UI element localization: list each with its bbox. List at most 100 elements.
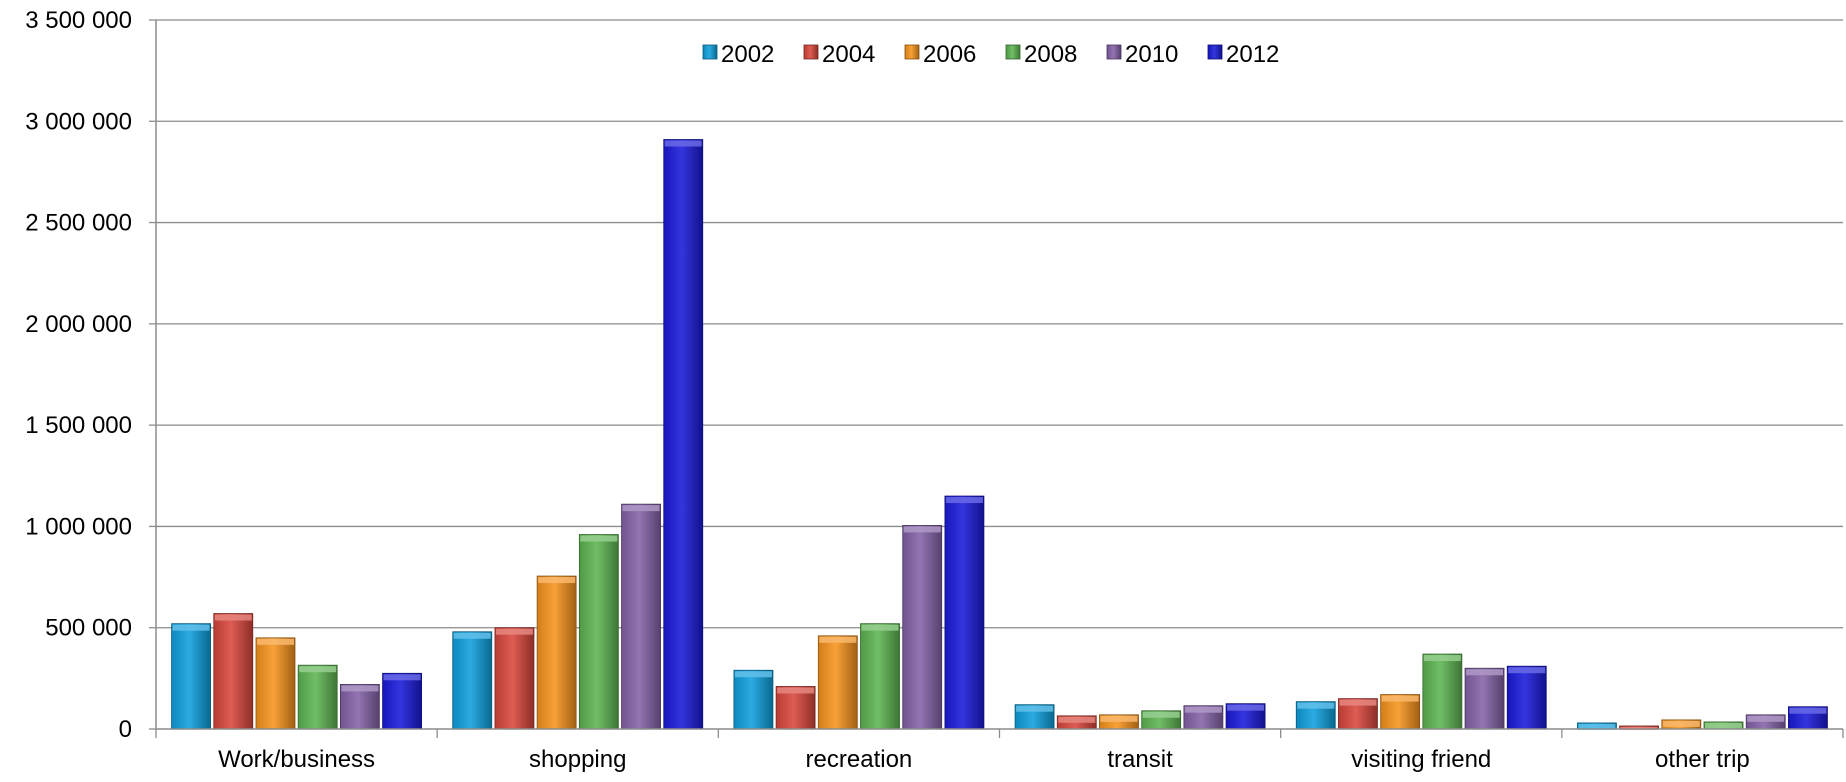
bar-cap [1339,699,1377,706]
bar-cap [1184,706,1222,713]
legend: 2002 2004 2006 2008 2010 2012 [702,41,1279,68]
bar-cap [1016,705,1054,712]
bar-cap [734,671,772,678]
bar [1703,721,1744,730]
bar-body [775,686,816,730]
bar [733,669,774,730]
bar [1056,715,1097,730]
y-tick-label: 3 500 000 [25,7,132,34]
bar-cap [453,632,491,639]
bar-cap [1423,655,1461,662]
bar [1745,714,1786,730]
bar [494,627,535,730]
bar-body [578,534,619,730]
bar-cap [299,666,337,673]
bar-cap [1747,715,1785,722]
bar-body [494,627,535,730]
bar [255,637,296,730]
bar-body [255,637,296,730]
bar [339,684,380,730]
legend-swatch [1207,44,1223,60]
legend-item: 2010 [1106,41,1178,68]
bar-body [621,503,661,730]
y-tick-label: 2 500 000 [25,210,132,237]
bar [621,503,661,730]
bar-body [1464,667,1505,730]
bar-cap [1058,716,1096,723]
legend-label: 2012 [1226,41,1279,68]
bar-cap [777,687,815,694]
legend-item: 2008 [1005,41,1077,68]
bar [1225,703,1266,730]
legend-item: 2002 [702,41,774,68]
bar-body [1422,653,1463,730]
bar-cap [1466,669,1504,676]
bar [382,672,422,730]
bar [171,623,211,730]
legend-swatch [904,44,920,60]
bar [902,525,943,730]
bar-body [733,669,774,730]
y-tick-label: 500 000 [45,615,132,642]
bar [1506,665,1547,730]
bar [1661,719,1702,730]
bar-cap [383,674,421,681]
bar [775,686,816,730]
bar [944,495,985,730]
bar [1380,694,1421,730]
bar-cap [1381,695,1419,702]
bar [663,139,704,730]
bar-cap [214,614,252,621]
bar-body [297,664,338,730]
bar-cap [341,685,379,692]
legend-item: 2012 [1207,41,1279,68]
legend-swatch [1005,44,1021,60]
bar-body [817,635,858,730]
bar-cap [1662,720,1700,727]
bar-body [944,495,985,730]
bar-cap [495,628,533,635]
x-tick-label: other trip [1655,746,1750,773]
legend-swatch [803,44,819,60]
x-tick-label: recreation [806,746,913,773]
bar [1014,704,1055,730]
bar-cap [1227,704,1265,711]
legend-label: 2010 [1125,41,1178,68]
bar-cap [1578,723,1616,730]
bar-body [1506,665,1547,730]
bar-body [171,623,211,730]
x-tick-label: Work/business [218,746,375,773]
bar [536,575,577,730]
axes: 0 500 000 1 000 000 1 500 000 2 000 000 2 500… [25,7,1844,773]
bar-cap [945,497,983,504]
bar [213,613,254,730]
legend-swatch [1106,44,1122,60]
bar [1295,701,1336,730]
legend-item: 2006 [904,41,976,68]
bar [452,631,493,730]
bar [1338,698,1378,730]
y-tick-label: 1 500 000 [25,412,132,439]
bar-cap [861,624,899,631]
bar-cap [1142,711,1180,718]
legend-label: 2004 [822,41,875,68]
bar-cap [1297,702,1335,709]
bar-cap [1508,667,1546,674]
bar-cap [1100,715,1138,722]
legend-label: 2006 [923,41,976,68]
bar [297,664,338,730]
x-tick-label: visiting friend [1351,746,1491,773]
bar [860,623,900,730]
bar-body [452,631,493,730]
bar-cap [664,140,702,147]
legend-swatch [702,44,718,60]
bar-cap [1705,722,1743,729]
grid-lines [156,19,1843,629]
bar-cap [580,535,618,542]
bar-body [663,139,704,730]
bar-body [860,623,900,730]
x-tick-label: transit [1107,746,1173,773]
bar-body [213,613,254,730]
